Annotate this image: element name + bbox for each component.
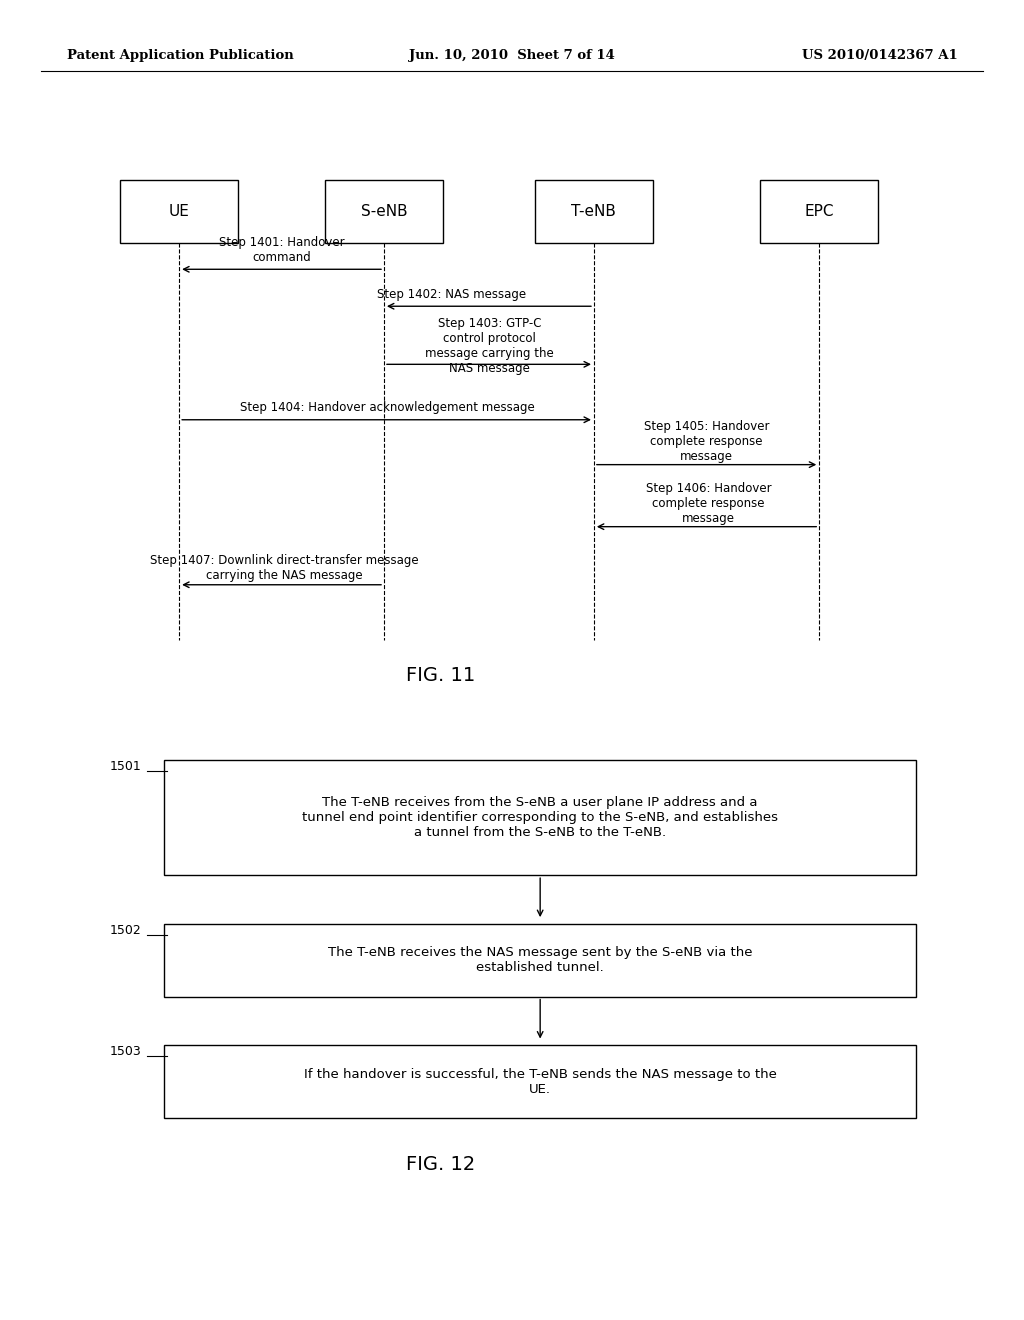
- Text: FIG. 11: FIG. 11: [406, 667, 475, 685]
- Text: Step 1406: Handover
complete response
message: Step 1406: Handover complete response me…: [646, 482, 771, 525]
- Bar: [760, 180, 879, 243]
- Bar: [164, 760, 916, 875]
- Bar: [121, 180, 238, 243]
- Text: If the handover is successful, the T-eNB sends the NAS message to the
UE.: If the handover is successful, the T-eNB…: [304, 1068, 776, 1096]
- Text: The T-eNB receives the NAS message sent by the S-eNB via the
established tunnel.: The T-eNB receives the NAS message sent …: [328, 946, 753, 974]
- Text: Step 1407: Downlink direct-transfer message
carrying the NAS message: Step 1407: Downlink direct-transfer mess…: [151, 554, 419, 582]
- Text: T-eNB: T-eNB: [571, 203, 616, 219]
- Text: S-eNB: S-eNB: [360, 203, 408, 219]
- Text: The T-eNB receives from the S-eNB a user plane IP address and a
tunnel end point: The T-eNB receives from the S-eNB a user…: [302, 796, 778, 840]
- Text: EPC: EPC: [805, 203, 834, 219]
- Text: Step 1405: Handover
complete response
message: Step 1405: Handover complete response me…: [644, 420, 769, 463]
- Bar: [326, 180, 442, 243]
- Text: Step 1401: Handover
command: Step 1401: Handover command: [219, 236, 344, 264]
- Text: Patent Application Publication: Patent Application Publication: [67, 49, 293, 62]
- Text: 1502: 1502: [110, 924, 141, 937]
- Bar: [164, 924, 916, 997]
- Text: US 2010/0142367 A1: US 2010/0142367 A1: [802, 49, 957, 62]
- Text: FIG. 12: FIG. 12: [406, 1155, 475, 1173]
- Text: Step 1402: NAS message: Step 1402: NAS message: [377, 288, 526, 301]
- Text: UE: UE: [169, 203, 189, 219]
- Text: Step 1403: GTP-C
control protocol
message carrying the
NAS message: Step 1403: GTP-C control protocol messag…: [425, 317, 554, 375]
- Bar: [535, 180, 653, 243]
- Text: Step 1404: Handover acknowledgement message: Step 1404: Handover acknowledgement mess…: [240, 401, 535, 414]
- Text: Jun. 10, 2010  Sheet 7 of 14: Jun. 10, 2010 Sheet 7 of 14: [409, 49, 615, 62]
- Bar: [164, 1045, 916, 1118]
- Text: 1501: 1501: [110, 760, 141, 774]
- Text: 1503: 1503: [110, 1045, 141, 1059]
